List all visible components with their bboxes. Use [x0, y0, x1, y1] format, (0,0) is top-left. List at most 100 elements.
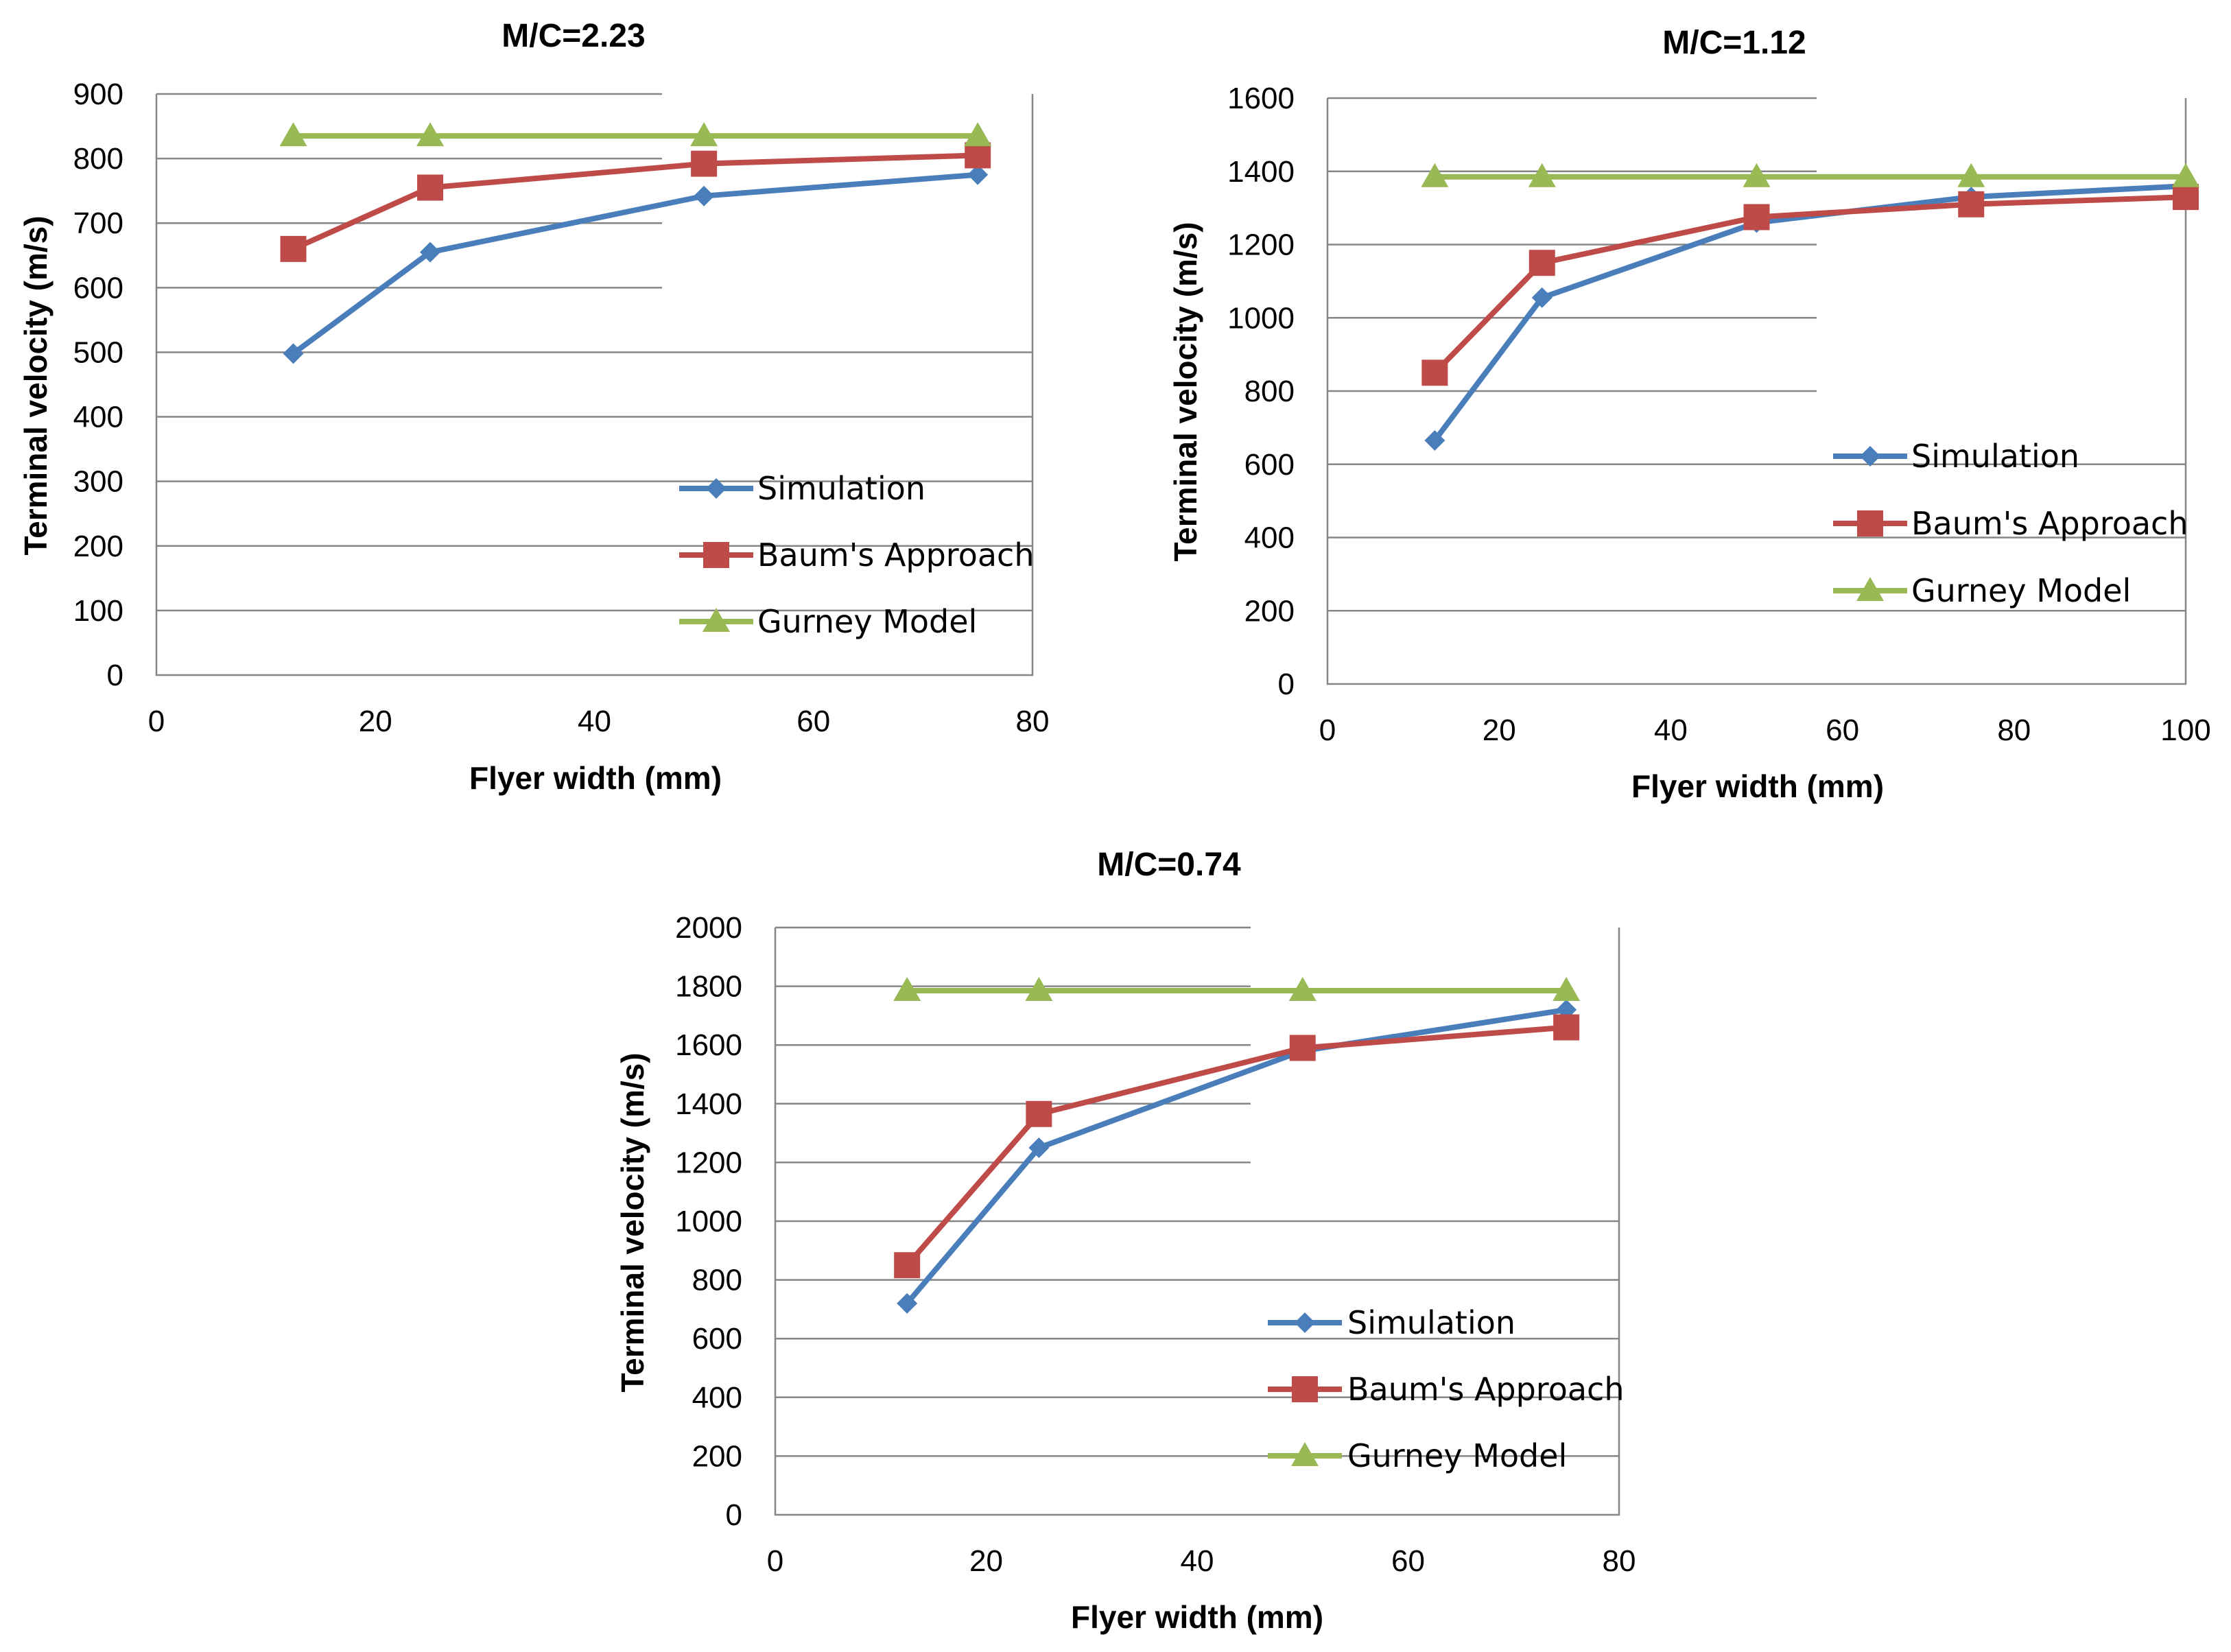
x-tick-label: 20 — [359, 705, 392, 738]
legend-label: Simulation — [1911, 438, 2079, 475]
data-point — [691, 150, 718, 177]
y-axis-label: Terminal velocity (m/s) — [615, 1052, 650, 1392]
x-tick-label: 80 — [1603, 1544, 1636, 1578]
legend-marker — [706, 478, 727, 499]
chart-title: M/C=2.23 — [501, 18, 645, 54]
legend-label: Baum's Approach — [1347, 1371, 1625, 1408]
data-point — [690, 122, 718, 147]
data-point — [1553, 977, 1581, 1002]
x-tick-label: 80 — [1997, 713, 2031, 747]
y-tick-label: 0 — [1278, 668, 1295, 701]
data-point — [1958, 191, 1985, 217]
y-tick-label: 1600 — [1227, 82, 1295, 115]
data-point — [420, 241, 441, 263]
y-tick-label: 400 — [73, 401, 123, 434]
y-tick-label: 2000 — [675, 911, 742, 945]
x-tick-label: 60 — [1826, 713, 1859, 747]
axis-frame — [155, 94, 1034, 676]
legend-label: Baum's Approach — [1911, 505, 2188, 542]
chart-panel-mc-0-74: M/C=0.74 Flyer width (mm) Terminal veloc… — [615, 847, 1636, 1635]
plot-area: 0 200 400 600 800 1000 1200 1400 1600 1800 2000 0 20… — [675, 911, 1636, 1578]
data-point — [416, 122, 445, 147]
y-tick-label: 100 — [73, 594, 123, 628]
series-line — [1432, 183, 2186, 442]
x-tick-label: 0 — [767, 1544, 783, 1578]
x-tick-label: 0 — [1319, 713, 1336, 747]
y-tick-label: 600 — [73, 271, 123, 305]
series-line — [292, 172, 978, 356]
x-tick-label: 40 — [1181, 1544, 1214, 1578]
y-tick-label: 200 — [73, 530, 123, 563]
plot-area: 0 200 400 600 800 1000 1200 1400 1600 0 20 40 60 80 10… — [1227, 82, 2211, 747]
data-point — [1957, 163, 1985, 187]
y-tick-label: 1000 — [675, 1205, 742, 1238]
axis-frame — [774, 928, 1620, 1516]
y-tick-label: 200 — [1244, 594, 1295, 628]
data-point — [1743, 163, 1771, 187]
data-point — [694, 185, 715, 206]
y-tick-label: 900 — [73, 78, 123, 111]
x-axis-label: Flyer width (mm) — [1631, 768, 1884, 804]
chart-panel-mc-2-23: M/C=2.23 Flyer width (mm) Terminal veloc… — [18, 18, 1049, 796]
data-point — [2172, 163, 2199, 187]
data-point — [897, 1293, 918, 1314]
y-tick-label: 600 — [1244, 448, 1295, 482]
y-tick-label: 200 — [692, 1439, 742, 1473]
data-point — [279, 122, 307, 147]
series-line — [905, 1006, 1567, 1306]
data-point — [417, 174, 444, 201]
legend-label: Gurney Model — [1911, 572, 2131, 609]
series-line — [1432, 194, 2186, 375]
data-point — [1531, 287, 1553, 308]
data-point — [1421, 163, 1449, 187]
x-axis-label: Flyer width (mm) — [469, 760, 722, 796]
series-line — [905, 1024, 1567, 1267]
legend-marker — [703, 542, 729, 568]
data-point — [965, 142, 991, 169]
data-point — [283, 343, 304, 364]
legend-label: Simulation — [757, 470, 925, 507]
data-point — [1025, 977, 1053, 1002]
data-point — [964, 122, 992, 147]
data-point — [967, 164, 989, 185]
y-tick-label: 800 — [1244, 375, 1295, 408]
legend-marker — [1856, 577, 1884, 601]
data-point — [1288, 977, 1317, 1002]
data-point — [1528, 163, 1556, 187]
y-tick-label: 1400 — [1227, 155, 1295, 189]
y-tick-label: 300 — [73, 465, 123, 499]
legend-marker — [703, 608, 730, 632]
y-tick-label: 700 — [73, 206, 123, 240]
x-tick-label: 80 — [1016, 705, 1050, 738]
y-tick-label: 1200 — [1227, 228, 1295, 262]
legend-label: Gurney Model — [757, 603, 977, 640]
axis-frame — [1326, 98, 2187, 685]
legend-marker — [1857, 510, 1883, 536]
series-line — [292, 152, 978, 252]
y-axis-label: Terminal velocity (m/s) — [1168, 222, 1203, 561]
y-tick-label: 800 — [692, 1264, 742, 1297]
legend-label: Simulation — [1347, 1304, 1515, 1341]
y-axis-label: Terminal velocity (m/s) — [18, 215, 54, 555]
x-tick-label: 40 — [1654, 713, 1688, 747]
data-point — [2173, 184, 2199, 211]
y-tick-label: 1400 — [675, 1087, 742, 1121]
y-tick-label: 1600 — [675, 1028, 742, 1062]
y-tick-label: 0 — [107, 659, 123, 692]
y-tick-label: 1000 — [1227, 301, 1295, 335]
data-point — [1553, 1014, 1580, 1041]
data-point — [894, 1252, 921, 1279]
x-tick-label: 60 — [1391, 1544, 1425, 1578]
legend-marker — [1291, 1442, 1319, 1466]
chart-title: M/C=1.12 — [1662, 25, 1806, 61]
chart-title: M/C=0.74 — [1097, 847, 1241, 883]
x-tick-label: 100 — [2160, 713, 2210, 747]
x-tick-label: 20 — [1483, 713, 1516, 747]
data-point — [1528, 250, 1555, 276]
y-tick-label: 400 — [1244, 521, 1295, 555]
legend-marker — [1295, 1312, 1315, 1333]
data-point — [1028, 1137, 1050, 1158]
y-tick-label: 600 — [692, 1322, 742, 1356]
legend-label: Gurney Model — [1347, 1437, 1567, 1474]
